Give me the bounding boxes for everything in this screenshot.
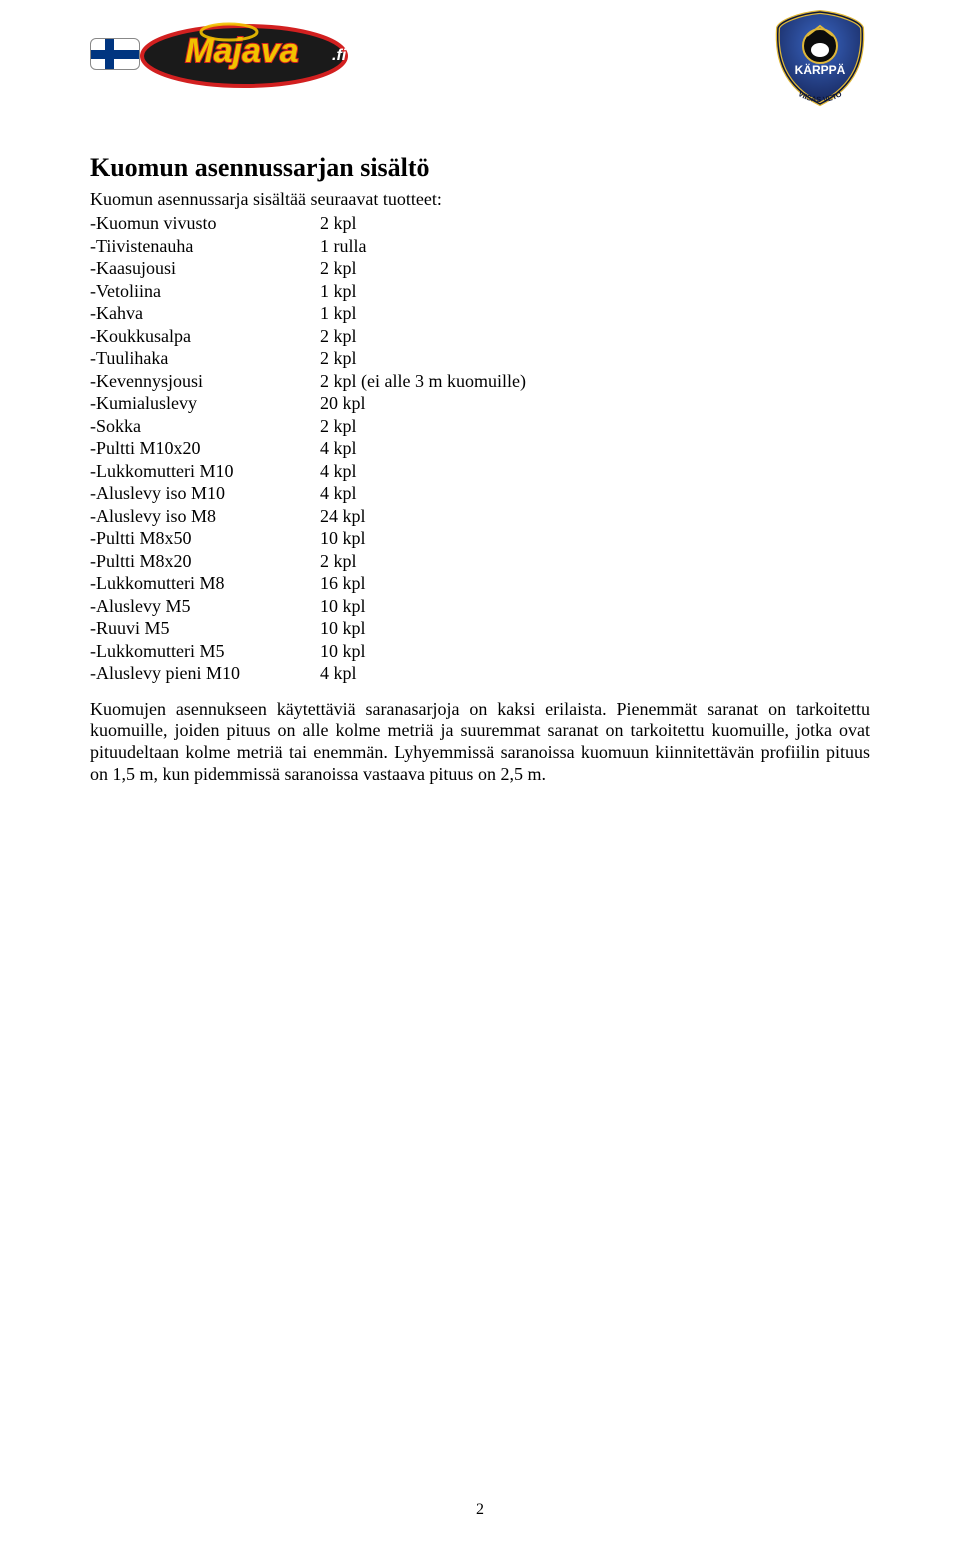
part-name: -Tiivistenauha (90, 235, 240, 258)
parts-list-row: -Pultti M10x204 kpl (90, 437, 526, 460)
part-quantity: 4 kpl (240, 662, 526, 685)
parts-list-row: -Koukkusalpa2 kpl (90, 325, 526, 348)
parts-list-row: -Lukkomutteri M816 kpl (90, 572, 526, 595)
part-name: -Koukkusalpa (90, 325, 240, 348)
part-name: -Lukkomutteri M8 (90, 572, 240, 595)
parts-list-row: -Vetoliina1 kpl (90, 280, 526, 303)
parts-list-row: -Aluslevy M510 kpl (90, 595, 526, 618)
part-quantity: 1 rulla (240, 235, 526, 258)
part-name: -Tuulihaka (90, 347, 240, 370)
finland-flag-icon (90, 38, 140, 70)
part-name: -Sokka (90, 415, 240, 438)
parts-list-row: -Pultti M8x202 kpl (90, 550, 526, 573)
part-quantity: 4 kpl (240, 482, 526, 505)
majava-logo-icon: Majava .fi (134, 10, 364, 97)
parts-list-row: -Ruuvi M510 kpl (90, 617, 526, 640)
part-name: -Vetoliina (90, 280, 240, 303)
part-quantity: 16 kpl (240, 572, 526, 595)
part-name: -Kevennysjousi (90, 370, 240, 393)
part-name: -Lukkomutteri M5 (90, 640, 240, 663)
parts-list-row: -Aluslevy iso M104 kpl (90, 482, 526, 505)
part-name: -Aluslevy iso M10 (90, 482, 240, 505)
part-name: -Ruuvi M5 (90, 617, 240, 640)
parts-list-row: -Lukkomutteri M104 kpl (90, 460, 526, 483)
part-quantity: 2 kpl (240, 347, 526, 370)
part-quantity: 1 kpl (240, 302, 526, 325)
part-quantity: 20 kpl (240, 392, 526, 415)
body-paragraph: Kuomujen asennukseen käytettäviä saranas… (90, 699, 870, 787)
part-name: -Kahva (90, 302, 240, 325)
part-quantity: 2 kpl (240, 257, 526, 280)
page-number: 2 (0, 1501, 960, 1519)
part-name: -Pultti M10x20 (90, 437, 240, 460)
parts-list-row: -Aluslevy iso M824 kpl (90, 505, 526, 528)
parts-list: -Kuomun vivusto2 kpl-Tiivistenauha1 rull… (90, 212, 526, 685)
part-name: -Kaasujousi (90, 257, 240, 280)
parts-list-row: -Kumialuslevy20 kpl (90, 392, 526, 415)
page-header: Majava .fi KÄRPPÄ (90, 0, 870, 113)
svg-text:KÄRPPÄ: KÄRPPÄ (795, 62, 846, 77)
part-quantity: 10 kpl (240, 527, 526, 550)
part-quantity: 2 kpl (ei alle 3 m kuomuille) (240, 370, 526, 393)
part-name: -Pultti M8x50 (90, 527, 240, 550)
part-quantity: 2 kpl (240, 415, 526, 438)
part-quantity: 10 kpl (240, 640, 526, 663)
section-title: Kuomun asennussarjan sisältö (90, 153, 870, 183)
parts-list-row: -Tuulihaka2 kpl (90, 347, 526, 370)
parts-list-row: -Tiivistenauha1 rulla (90, 235, 526, 258)
part-quantity: 24 kpl (240, 505, 526, 528)
parts-list-row: -Sokka2 kpl (90, 415, 526, 438)
part-name: -Aluslevy M5 (90, 595, 240, 618)
intro-text: Kuomun asennussarja sisältää seuraavat t… (90, 189, 870, 210)
svg-text:.fi: .fi (332, 47, 347, 64)
part-quantity: 2 kpl (240, 325, 526, 348)
header-left: Majava .fi (90, 10, 364, 97)
parts-list-row: -Kaasujousi2 kpl (90, 257, 526, 280)
parts-list-row: -Kahva1 kpl (90, 302, 526, 325)
part-name: -Pultti M8x20 (90, 550, 240, 573)
parts-list-row: -Kuomun vivusto2 kpl (90, 212, 526, 235)
parts-list-row: -Kevennysjousi2 kpl (ei alle 3 m kuomuil… (90, 370, 526, 393)
karppa-logo-icon: KÄRPPÄ VIISAS VETO (770, 8, 870, 113)
part-quantity: 2 kpl (240, 550, 526, 573)
part-quantity: 4 kpl (240, 460, 526, 483)
part-name: -Aluslevy pieni M10 (90, 662, 240, 685)
part-quantity: 10 kpl (240, 595, 526, 618)
part-quantity: 1 kpl (240, 280, 526, 303)
part-quantity: 10 kpl (240, 617, 526, 640)
part-name: -Aluslevy iso M8 (90, 505, 240, 528)
document-page: Majava .fi KÄRPPÄ (0, 0, 960, 1541)
part-quantity: 4 kpl (240, 437, 526, 460)
part-name: -Kuomun vivusto (90, 212, 240, 235)
part-name: -Kumialuslevy (90, 392, 240, 415)
part-name: -Lukkomutteri M10 (90, 460, 240, 483)
parts-list-row: -Pultti M8x5010 kpl (90, 527, 526, 550)
parts-list-row: -Aluslevy pieni M104 kpl (90, 662, 526, 685)
parts-list-row: -Lukkomutteri M510 kpl (90, 640, 526, 663)
part-quantity: 2 kpl (240, 212, 526, 235)
